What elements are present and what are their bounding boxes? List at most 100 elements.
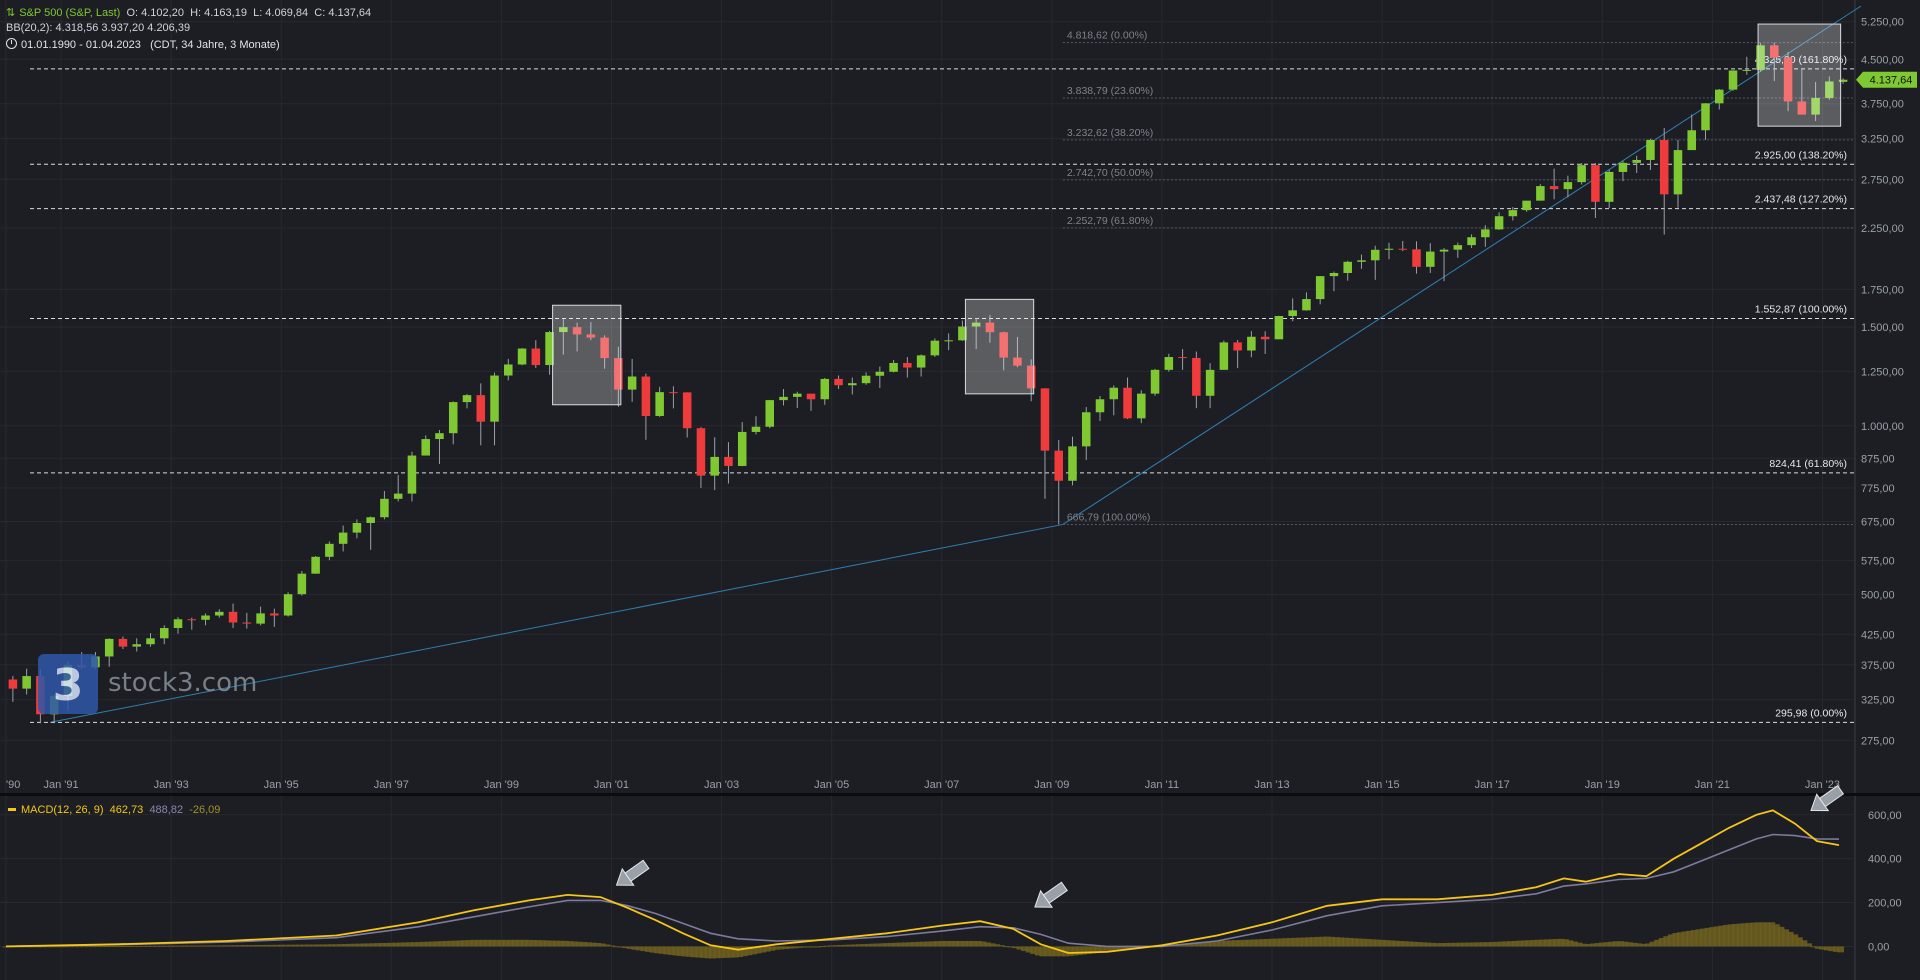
candle-body — [903, 362, 912, 368]
macd-histogram-bar — [640, 946, 647, 952]
macd-histogram-bar — [1732, 923, 1739, 947]
candle-body — [1123, 387, 1132, 419]
macd-histogram-bar — [177, 945, 184, 947]
date-range-detail: (CDT, 34 Jahre, 3 Monate) — [150, 39, 280, 51]
fib-retracement-label: 2.252,79 (61.80%) — [1067, 215, 1153, 227]
macd-histogram-bar — [314, 944, 322, 947]
macd-histogram-bar — [149, 945, 156, 947]
macd-histogram-bar — [695, 946, 702, 958]
macd-histogram-bar — [1053, 946, 1060, 957]
macd-histogram-bar — [1718, 925, 1725, 947]
macd-histogram-bar — [768, 946, 776, 951]
candle-body — [1481, 229, 1490, 238]
macd-histogram-bar — [447, 940, 455, 947]
macd-histogram-bar — [1654, 939, 1661, 947]
macd-histogram-bar — [1741, 923, 1748, 947]
candle-body — [242, 622, 252, 624]
macd-histogram-bar — [1112, 946, 1120, 951]
macd-histogram-bar — [397, 942, 404, 947]
macd-histogram-bar — [1773, 924, 1780, 947]
macd-histogram-bar — [378, 943, 386, 947]
macd-histogram-bar — [722, 946, 730, 958]
macd-histogram-bar — [1800, 940, 1808, 947]
macd-histogram-bar — [1745, 922, 1753, 947]
candle-body — [146, 638, 155, 645]
candle-body — [1260, 336, 1270, 340]
macd-histogram-bar — [1823, 946, 1831, 951]
macd-histogram-bar — [204, 945, 212, 947]
candle-body — [1398, 248, 1408, 250]
candle-body — [407, 455, 417, 494]
macd-histogram-bar — [736, 946, 744, 958]
macd-histogram-bar — [700, 946, 707, 958]
macd-histogram-bar — [654, 946, 661, 954]
macd-histogram-bar — [1782, 929, 1789, 947]
macd-histogram-bar — [1200, 942, 1207, 947]
macd-histogram-bar — [1548, 939, 1556, 947]
x-tick-label: Jan '95 — [264, 779, 299, 791]
macd-histogram-bar — [644, 946, 652, 952]
macd-histogram-bar — [493, 939, 501, 947]
macd-histogram-bar — [631, 946, 638, 950]
macd-histogram-bar — [1227, 940, 1234, 947]
candle-body — [1288, 310, 1297, 317]
candle-body — [889, 362, 898, 372]
macd-histogram-bar — [44, 946, 51, 948]
candle-body — [627, 376, 637, 390]
macd-histogram-bar — [1351, 938, 1358, 947]
macd-histogram-bar — [1704, 927, 1711, 947]
candle-body — [1591, 165, 1600, 202]
macd-histogram-bar — [888, 942, 895, 947]
macd-histogram-bar — [1236, 940, 1244, 947]
macd-histogram-bar — [860, 944, 867, 947]
candle-body — [215, 611, 224, 616]
macd-histogram-bar — [1502, 941, 1510, 947]
macd-histogram-bar — [1378, 939, 1386, 947]
trendline — [1062, 5, 1862, 525]
macd-histogram-bar — [1690, 930, 1698, 947]
macd-histogram-bar — [319, 944, 326, 947]
candle-body — [297, 573, 307, 595]
candle-body — [517, 348, 527, 365]
macd-histogram-bar — [222, 945, 230, 947]
macd-histogram-bar — [1722, 924, 1730, 947]
macd-histogram-bar — [209, 945, 216, 947]
macd-histogram-bar — [1750, 922, 1757, 947]
open-value: O: 4.102,20 — [126, 7, 184, 19]
macd-histogram-bar — [1089, 946, 1097, 954]
annotation-arrow-icon — [1034, 881, 1068, 908]
macd-histogram-bar — [539, 940, 546, 947]
macd-histogram-bar — [126, 945, 134, 947]
macd-y-tick-label: 0,00 — [1868, 941, 1889, 953]
macd-histogram-bar — [1681, 931, 1689, 947]
macd-histogram-bar — [337, 944, 345, 947]
last-price-label: 4.137,64 — [1870, 75, 1913, 87]
macd-histogram-bar — [956, 940, 964, 947]
macd-histogram-bar — [571, 941, 578, 947]
macd-histogram-bar — [1131, 946, 1138, 949]
macd-histogram-bar — [933, 941, 941, 947]
macd-histogram-bar — [1787, 931, 1794, 947]
macd-histogram-bar — [851, 944, 858, 947]
macd-histogram-bar — [250, 945, 257, 947]
macd-histogram-bar — [1388, 940, 1395, 947]
candle-body — [572, 327, 582, 335]
macd-histogram-bar — [865, 943, 872, 947]
macd-histogram-bar — [420, 941, 427, 947]
macd-legend: MACD(12, 26, 9) 462,73 488,82 -26,09 — [8, 804, 220, 816]
x-tick-label: Jan '09 — [1034, 779, 1069, 791]
macd-histogram-bar — [1644, 943, 1652, 947]
macd-histogram-bar — [1640, 943, 1647, 947]
macd-histogram-bar — [186, 945, 193, 947]
candle-body — [545, 332, 554, 366]
candle-body — [22, 676, 31, 689]
macd-histogram-bar — [470, 939, 478, 947]
macd-histogram-bar — [461, 940, 468, 947]
macd-histogram-bar — [1755, 922, 1762, 947]
histogram-value: -26,09 — [189, 804, 221, 816]
macd-histogram-bar — [195, 945, 202, 947]
macd-histogram-bar — [938, 940, 945, 947]
macd-y-tick-label: 400,00 — [1868, 854, 1902, 866]
macd-histogram-bar — [1796, 937, 1803, 947]
macd-histogram-bar — [479, 939, 487, 947]
